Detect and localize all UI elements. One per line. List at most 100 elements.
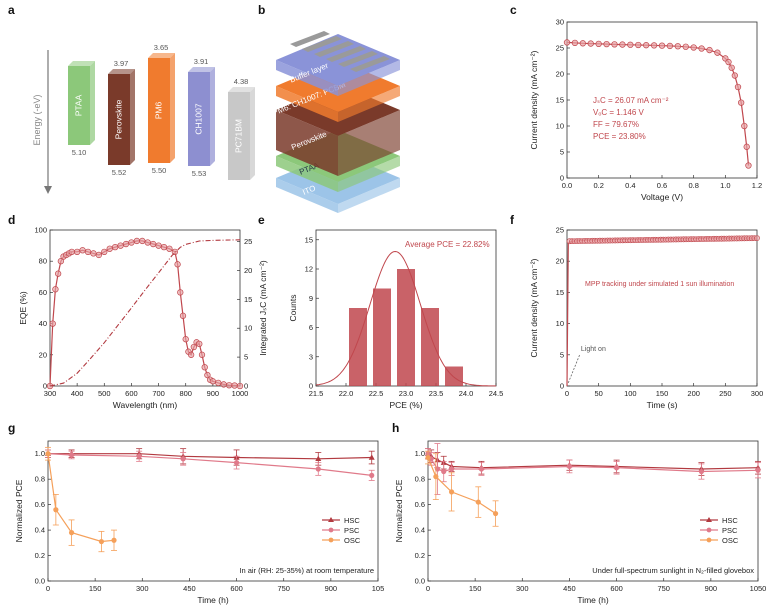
- jv-point: [725, 58, 732, 66]
- data-point-osc: [492, 510, 499, 517]
- energy-bar-top: [108, 69, 135, 74]
- y-tick-label: 15: [556, 96, 564, 105]
- energy-bar-side: [130, 69, 135, 165]
- data-point-osc: [53, 507, 59, 513]
- histogram-bar: [373, 288, 391, 386]
- layer-ptaa-right: [338, 156, 400, 192]
- y-tick-label: 0.6: [415, 500, 425, 509]
- y2-axis-label: Integrated JₛC (mA cm⁻²): [258, 260, 268, 356]
- eqe-point: [52, 286, 59, 293]
- gaussian-fit-curve: [315, 250, 497, 387]
- x-tick-label: 24.0: [459, 389, 474, 398]
- y-tick-label: 40: [39, 319, 47, 328]
- x-tick-label: 0: [46, 584, 50, 593]
- y-tick-label: 3: [309, 352, 313, 361]
- jv-annotation: JₛC = 26.07 mA cm⁻²: [593, 96, 669, 105]
- panel-letters: a b c d e f g h: [8, 3, 517, 435]
- x-tick-label: 23.0: [399, 389, 414, 398]
- eqe-point: [101, 248, 108, 255]
- y-tick-label: 0.8: [35, 475, 45, 484]
- layer-active-right: [338, 86, 400, 122]
- energy-bar-top: [68, 61, 95, 66]
- legend-label: HSC: [722, 516, 738, 525]
- x-tick-label: 1050: [750, 584, 767, 593]
- y-tick-label: 0.0: [415, 577, 425, 586]
- legend-label: OSC: [722, 536, 739, 545]
- series-line-hsc: [48, 453, 372, 460]
- layer-buffer-right: [338, 60, 400, 96]
- mpp-point: [754, 235, 760, 242]
- jv-point: [741, 122, 748, 130]
- jv-point: [738, 99, 745, 106]
- data-point-psc: [180, 456, 186, 462]
- jv-point: [627, 41, 634, 48]
- jv-annotation: FF = 79.67%: [593, 120, 639, 129]
- data-point-hsc: [368, 454, 375, 460]
- eqe-point: [182, 336, 189, 343]
- layer-perovskite-right: [338, 110, 400, 176]
- energy-bar-pm6: [148, 58, 170, 163]
- x-tick-label: 300: [44, 389, 57, 398]
- panel-letter-a: a: [8, 3, 15, 17]
- eqe-point: [187, 351, 195, 358]
- data-point-psc: [448, 466, 455, 472]
- y-tick-label: 0.6: [35, 500, 45, 509]
- legend-label: PSC: [722, 526, 738, 535]
- y-tick-label: 15: [556, 288, 564, 297]
- y-tick-label: 15: [305, 235, 313, 244]
- jv-point: [743, 143, 750, 150]
- energy-bar-perovskite: [108, 74, 130, 165]
- electrode-stripe: [350, 56, 390, 72]
- eqe-point: [128, 239, 135, 246]
- jv-annotation: PCE = 23.80%: [593, 132, 646, 141]
- energy-bar-top: [188, 67, 215, 72]
- data-point-psc: [566, 463, 573, 470]
- plot-frame: [49, 229, 241, 387]
- layer-ito-left: [276, 178, 338, 213]
- energy-bar-label: Perovskite: [113, 99, 123, 139]
- y-axis-label: Counts: [288, 295, 298, 322]
- data-point-osc: [68, 530, 75, 536]
- legend-marker: [328, 537, 334, 543]
- data-point-psc: [369, 472, 375, 478]
- legend-label: OSC: [344, 536, 361, 545]
- eqe-point: [166, 245, 173, 252]
- x-axis-label: Time (h): [577, 595, 608, 605]
- light-on-pointer: [567, 354, 581, 384]
- x-tick-label: 600: [125, 389, 138, 398]
- y2-tick-label: 0: [244, 382, 248, 391]
- x-axis-label: Time (s): [647, 400, 678, 410]
- series-line-hsc: [427, 453, 759, 470]
- x-tick-label: 300: [516, 584, 529, 593]
- x-axis-label: Voltage (V): [641, 192, 683, 202]
- y-tick-label: 6: [309, 323, 313, 332]
- panel-a-energy-diagram: Energy (-eV) PTAA 5.10 Perovskite 3.97 5.52 P…: [32, 43, 255, 194]
- data-point-osc: [475, 499, 481, 505]
- jv-point: [728, 64, 735, 71]
- eqe-point: [95, 251, 103, 259]
- data-point-osc: [45, 451, 51, 457]
- energy-bar-label: CH1007: [193, 103, 203, 134]
- x-tick-label: 450: [563, 584, 576, 593]
- x-tick-label: 1000: [232, 389, 249, 398]
- y-tick-label: 0: [560, 382, 564, 391]
- legend-label: PSC: [344, 526, 360, 535]
- plot-frame: [47, 440, 379, 582]
- energy-bar-side: [250, 87, 255, 180]
- data-point-psc: [68, 452, 75, 458]
- energy-bar-side: [170, 53, 175, 163]
- data-point-osc: [448, 489, 455, 495]
- data-point-psc: [478, 466, 485, 472]
- data-point-osc: [425, 454, 431, 461]
- energy-axis-arrow-icon: [44, 186, 52, 194]
- jv-point: [635, 41, 642, 49]
- panel-h-stability-glovebox: 0 150 300 450 600 750 900 1050 0.0 0.2 0.4 0.6 0.8 1.…: [394, 440, 767, 605]
- panel-a-ylabel: Energy (-eV): [32, 94, 42, 145]
- x-tick-label: 0.6: [657, 181, 667, 190]
- energy-bar-label: PM6: [153, 101, 163, 119]
- jv-point: [650, 42, 658, 49]
- data-point-osc: [433, 474, 439, 480]
- histogram-bar: [397, 269, 415, 386]
- y-tick-label: 10: [556, 319, 564, 328]
